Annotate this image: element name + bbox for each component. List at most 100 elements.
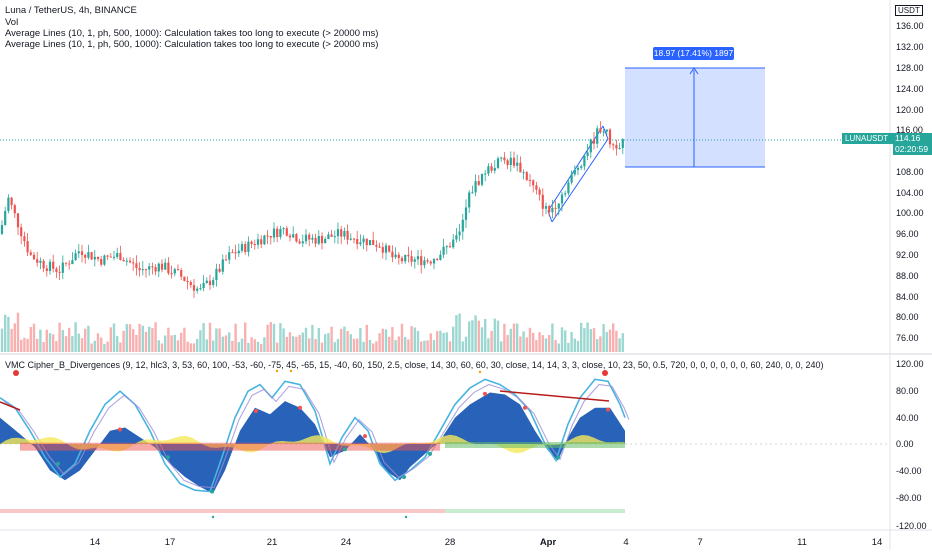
candle-body[interactable]: [343, 230, 346, 237]
candle-body[interactable]: [519, 162, 522, 173]
time-tick-label[interactable]: 7: [697, 537, 702, 548]
candle-body[interactable]: [272, 228, 276, 238]
candle-body[interactable]: [314, 237, 317, 244]
candle-body[interactable]: [231, 252, 234, 254]
candle-body[interactable]: [426, 260, 429, 262]
candle-body[interactable]: [512, 157, 516, 166]
indicator-tick-label[interactable]: -80.00: [896, 493, 922, 503]
candle-body[interactable]: [416, 256, 420, 260]
candle-body[interactable]: [84, 254, 87, 258]
candle-body[interactable]: [228, 252, 231, 260]
candle-body[interactable]: [157, 263, 160, 272]
candle-body[interactable]: [55, 268, 58, 272]
candle-body[interactable]: [202, 283, 205, 289]
candle-body[interactable]: [384, 245, 388, 253]
candle-body[interactable]: [580, 166, 583, 168]
candle-body[interactable]: [122, 259, 125, 262]
candle-body[interactable]: [359, 242, 362, 245]
price-tick-label[interactable]: 100.00: [896, 208, 924, 218]
candle-body[interactable]: [138, 268, 141, 271]
candle-body[interactable]: [317, 235, 320, 244]
candle-body[interactable]: [391, 251, 394, 258]
candle-body[interactable]: [288, 235, 292, 238]
indicator-tick-label[interactable]: 80.00: [896, 386, 919, 396]
candle-body[interactable]: [90, 252, 93, 260]
indicator-tick-label[interactable]: 40.00: [896, 413, 919, 423]
candle-body[interactable]: [221, 259, 224, 272]
currency-caret-icon[interactable]: ⌃: [882, 0, 890, 4]
price-tick-label[interactable]: 80.00: [896, 312, 919, 322]
candle-body[interactable]: [592, 139, 596, 144]
candle-body[interactable]: [324, 239, 327, 244]
candle-body[interactable]: [48, 261, 52, 271]
candle-body[interactable]: [186, 280, 189, 283]
candle-body[interactable]: [496, 158, 500, 168]
channel-upper-line[interactable]: [547, 125, 604, 212]
candle-body[interactable]: [64, 262, 68, 264]
candle-body[interactable]: [573, 169, 576, 175]
candle-body[interactable]: [474, 181, 477, 193]
indicator-axis-ticks[interactable]: 120.00 80.00 40.00 0.00 -40.00 -80.00 -120.00: [896, 359, 927, 531]
channel-lower-line[interactable]: [551, 138, 609, 223]
candle-body[interactable]: [125, 260, 128, 262]
candle-body[interactable]: [215, 268, 218, 281]
candle-body[interactable]: [247, 241, 250, 253]
time-tick-label[interactable]: 17: [165, 537, 176, 548]
candle-body[interactable]: [212, 280, 215, 285]
candle-body[interactable]: [458, 231, 461, 236]
candle-body[interactable]: [356, 239, 359, 245]
candle-body[interactable]: [96, 256, 100, 260]
candle-body[interactable]: [52, 261, 55, 269]
candle-body[interactable]: [349, 238, 352, 240]
cipher-indicator-title[interactable]: VMC Cipher_B_Divergences (9, 12, hlc3, 3…: [5, 360, 824, 370]
candle-body[interactable]: [173, 269, 176, 274]
candle-body[interactable]: [378, 246, 381, 248]
candle-body[interactable]: [196, 288, 199, 291]
candle-body[interactable]: [119, 253, 122, 260]
candle-body[interactable]: [340, 229, 343, 237]
candle-body[interactable]: [490, 166, 493, 171]
indicator-warning-2[interactable]: Average Lines (10, 1, ph, 500, 1000): Ca…: [5, 39, 379, 50]
candle-body[interactable]: [506, 160, 509, 166]
candle-body[interactable]: [256, 239, 260, 245]
candle-body[interactable]: [487, 166, 490, 174]
candle-body[interactable]: [445, 246, 448, 248]
candle-body[interactable]: [461, 219, 464, 232]
candle-body[interactable]: [109, 256, 112, 258]
candle-body[interactable]: [167, 262, 170, 274]
candle-body[interactable]: [276, 228, 279, 238]
candle-body[interactable]: [244, 244, 247, 253]
candle-body[interactable]: [404, 254, 407, 262]
candle-body[interactable]: [432, 259, 436, 264]
price-tick-label[interactable]: 128.00: [896, 63, 924, 73]
price-tick-label[interactable]: 116.00: [896, 125, 923, 135]
candle-body[interactable]: [208, 280, 212, 285]
candle-body[interactable]: [237, 250, 240, 254]
candle-body[interactable]: [154, 267, 157, 272]
candle-body[interactable]: [135, 263, 138, 269]
indicator-tick-label[interactable]: -40.00: [896, 466, 922, 476]
candle-body[interactable]: [429, 261, 432, 264]
time-axis-ticks[interactable]: 14 17 21 24 28 Apr 4 7 11 14: [90, 537, 883, 548]
symbol-title[interactable]: Luna / TetherUS, 4h, BINANCE: [5, 5, 137, 16]
candle-body[interactable]: [285, 228, 288, 236]
candle-body[interactable]: [144, 269, 148, 271]
candle-body[interactable]: [452, 239, 455, 248]
candle-body[interactable]: [80, 251, 84, 255]
candle-body[interactable]: [263, 235, 266, 245]
candle-body[interactable]: [327, 234, 330, 240]
candle-body[interactable]: [199, 288, 202, 290]
candle-body[interactable]: [160, 263, 164, 270]
candle-body[interactable]: [589, 139, 592, 153]
candle-body[interactable]: [388, 245, 391, 252]
candle-body[interactable]: [7, 197, 10, 211]
candle-body[interactable]: [381, 247, 384, 253]
price-tick-label[interactable]: 124.00: [896, 84, 924, 94]
candle-body[interactable]: [522, 172, 525, 174]
candle-body[interactable]: [87, 252, 90, 258]
candle-body[interactable]: [375, 244, 378, 247]
candle-body[interactable]: [13, 205, 16, 214]
price-tick-label[interactable]: 104.00: [896, 188, 924, 198]
candle-body[interactable]: [151, 266, 154, 268]
candle-body[interactable]: [413, 259, 416, 262]
